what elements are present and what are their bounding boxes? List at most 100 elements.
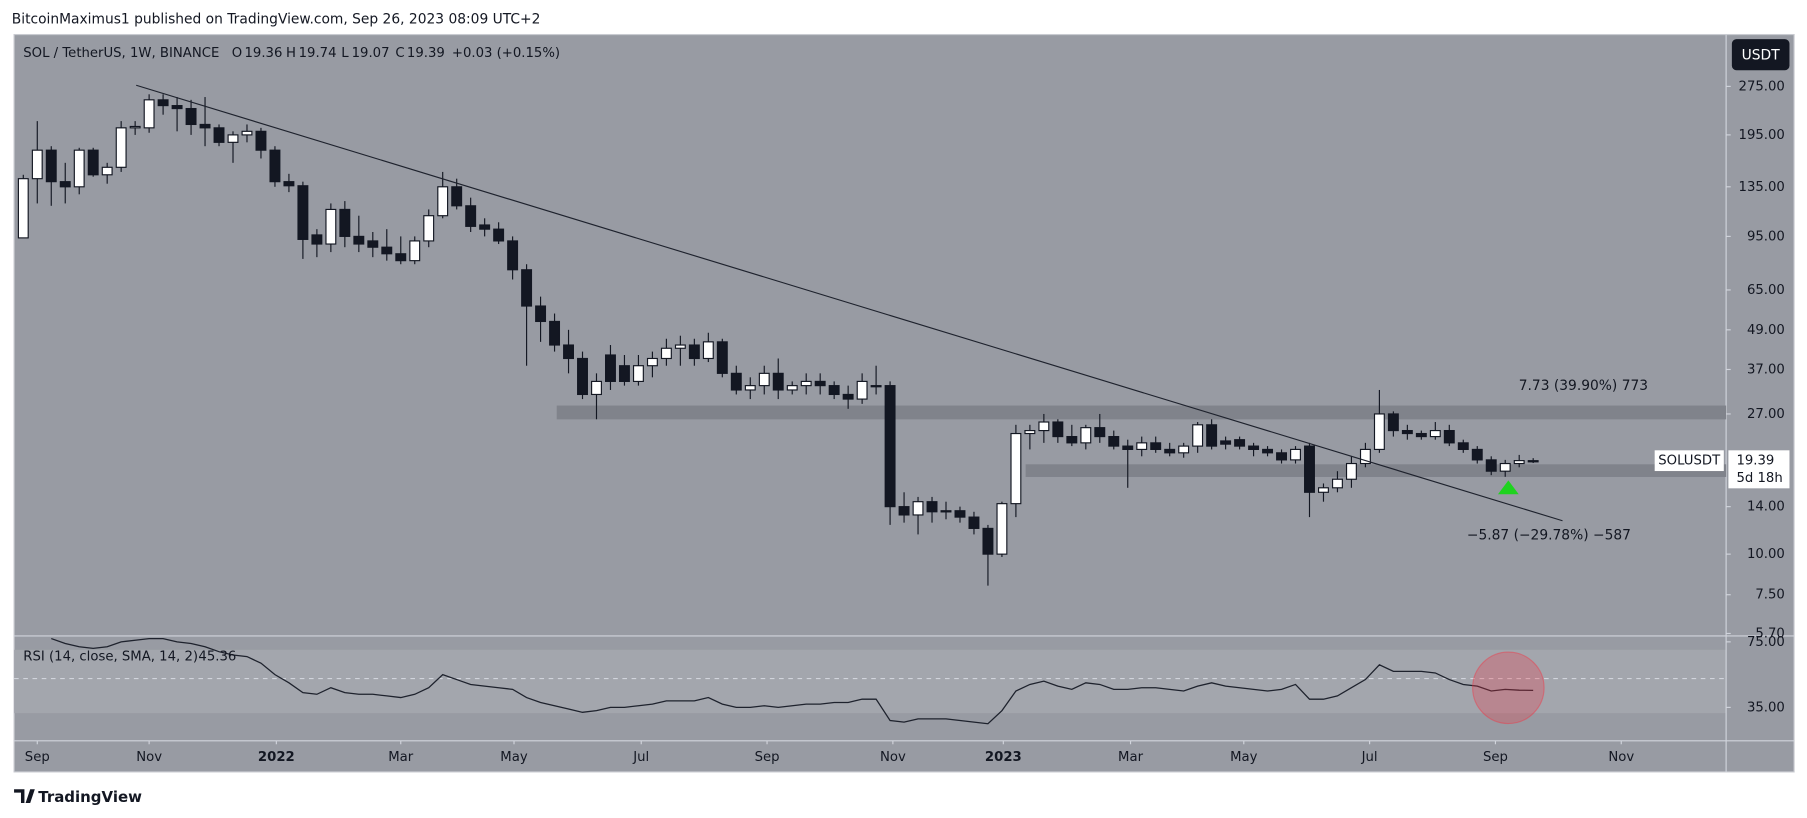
ohlc-letter: H: [286, 46, 296, 61]
price-tag-value: 19.39: [1736, 454, 1774, 469]
candle-body: [283, 181, 295, 187]
candle-body: [786, 385, 798, 391]
signal-arrow: [1497, 480, 1519, 495]
candle-body: [744, 385, 756, 391]
rsi-title: RSI (14, close, SMA, 14, 2): [23, 650, 198, 665]
price-tag-box: [1728, 450, 1790, 489]
trend-line: [136, 84, 1563, 522]
candle-body: [996, 503, 1008, 555]
candle-body: [632, 365, 644, 382]
x-tick-label: Mar: [1118, 750, 1144, 765]
candle-body: [1150, 442, 1162, 450]
candle-body: [674, 344, 686, 349]
publish-info: BitcoinMaximus1 published on TradingView…: [12, 12, 541, 28]
symbol-title: SOL / TetherUS, 1W, BINANCE: [23, 46, 219, 61]
candle-body: [535, 305, 547, 323]
candle-body: [1066, 436, 1078, 444]
candle-body: [646, 357, 658, 367]
y-tick-label: 7.50: [1755, 588, 1784, 603]
support-zone: [1025, 464, 1727, 477]
rsi-y-tick-label: 35.00: [1747, 700, 1785, 715]
candle-body: [423, 215, 435, 242]
candle-body: [1359, 448, 1371, 465]
candle-body: [451, 186, 463, 207]
candle-body: [87, 149, 99, 176]
candle-body: [31, 149, 43, 180]
candle-body: [297, 185, 309, 240]
brand: TradingView: [38, 788, 142, 806]
chart-background: [13, 33, 1795, 773]
candle-body: [325, 208, 337, 245]
candle-body: [1080, 427, 1092, 444]
symbol-tag-box: [1654, 450, 1724, 472]
x-tick-label: Mar: [388, 750, 414, 765]
price-tag: SOLUSDT 19.39 5d 18h: [1654, 450, 1790, 489]
candle-body: [45, 149, 57, 183]
candle-body: [1415, 432, 1427, 438]
y-tick-label: 65.00: [1747, 283, 1785, 298]
candle-body: [213, 127, 225, 143]
highlight-circle: [1472, 651, 1545, 725]
x-tick-label: Nov: [136, 750, 162, 765]
y-tick-label: 37.00: [1747, 362, 1785, 377]
candle-body: [884, 385, 896, 508]
candle-body: [1108, 436, 1120, 447]
candle-body: [1206, 424, 1218, 447]
candle-body: [311, 234, 323, 245]
candle-body: [381, 246, 393, 255]
candle-body: [101, 166, 113, 176]
x-tick-label: Sep: [25, 750, 50, 765]
candle-body: [73, 149, 85, 188]
x-tick-label: Sep: [755, 750, 780, 765]
currency-label[interactable]: USDT: [1742, 47, 1781, 63]
candle-body: [17, 178, 29, 239]
ohlc-letter: C: [395, 46, 404, 61]
y-tick-label: 14.00: [1747, 500, 1785, 515]
candle-body: [227, 134, 239, 143]
candle-body: [437, 186, 449, 217]
candle-body: [1318, 487, 1329, 493]
x-tick-label: Sep: [1483, 750, 1508, 765]
candle-body: [549, 320, 561, 346]
y-tick-label: 135.00: [1739, 180, 1785, 195]
candle-body: [954, 510, 966, 518]
candle-body: [1052, 421, 1064, 438]
candle-body: [716, 341, 728, 374]
candle-body: [1136, 442, 1148, 450]
candle-body: [143, 99, 155, 129]
y-tick-label: 275.00: [1739, 79, 1785, 94]
candle-body: [1192, 424, 1204, 447]
candle-body: [856, 380, 868, 400]
candle-body: [1485, 459, 1497, 472]
price-tag-countdown: 5d 18h: [1736, 471, 1782, 486]
x-tick-label: Jul: [1361, 750, 1378, 765]
candle-body: [758, 372, 770, 387]
candle-body: [1094, 427, 1106, 438]
candle-body: [507, 240, 519, 271]
rsi-band: [14, 649, 1727, 714]
x-tick-label: 2022: [258, 750, 295, 765]
currency-button[interactable]: [1731, 39, 1790, 71]
symbol-tag: SOLUSDT: [1658, 454, 1721, 469]
candle-body: [479, 224, 491, 230]
candle-body: [1373, 413, 1385, 450]
y-tick-label: 195.00: [1739, 128, 1785, 143]
candle-body: [1513, 460, 1525, 465]
ohlc-letter: L: [341, 46, 349, 61]
candle-body: [339, 208, 351, 237]
measure-up: 7.73 (39.90%) 773: [1519, 378, 1648, 394]
high-value: 19.74: [299, 46, 337, 61]
candle-body: [185, 107, 197, 126]
candle-body: [591, 380, 602, 396]
y-tick-label: 49.00: [1747, 323, 1785, 338]
resistance-zone: [556, 405, 1727, 420]
candle-body: [1401, 429, 1413, 435]
candle-body: [157, 99, 169, 107]
candle-body: [171, 105, 183, 110]
close-value: 19.39: [407, 46, 445, 61]
candle-body: [1010, 432, 1022, 505]
candle-body: [772, 372, 784, 391]
candle-body: [1429, 429, 1441, 438]
